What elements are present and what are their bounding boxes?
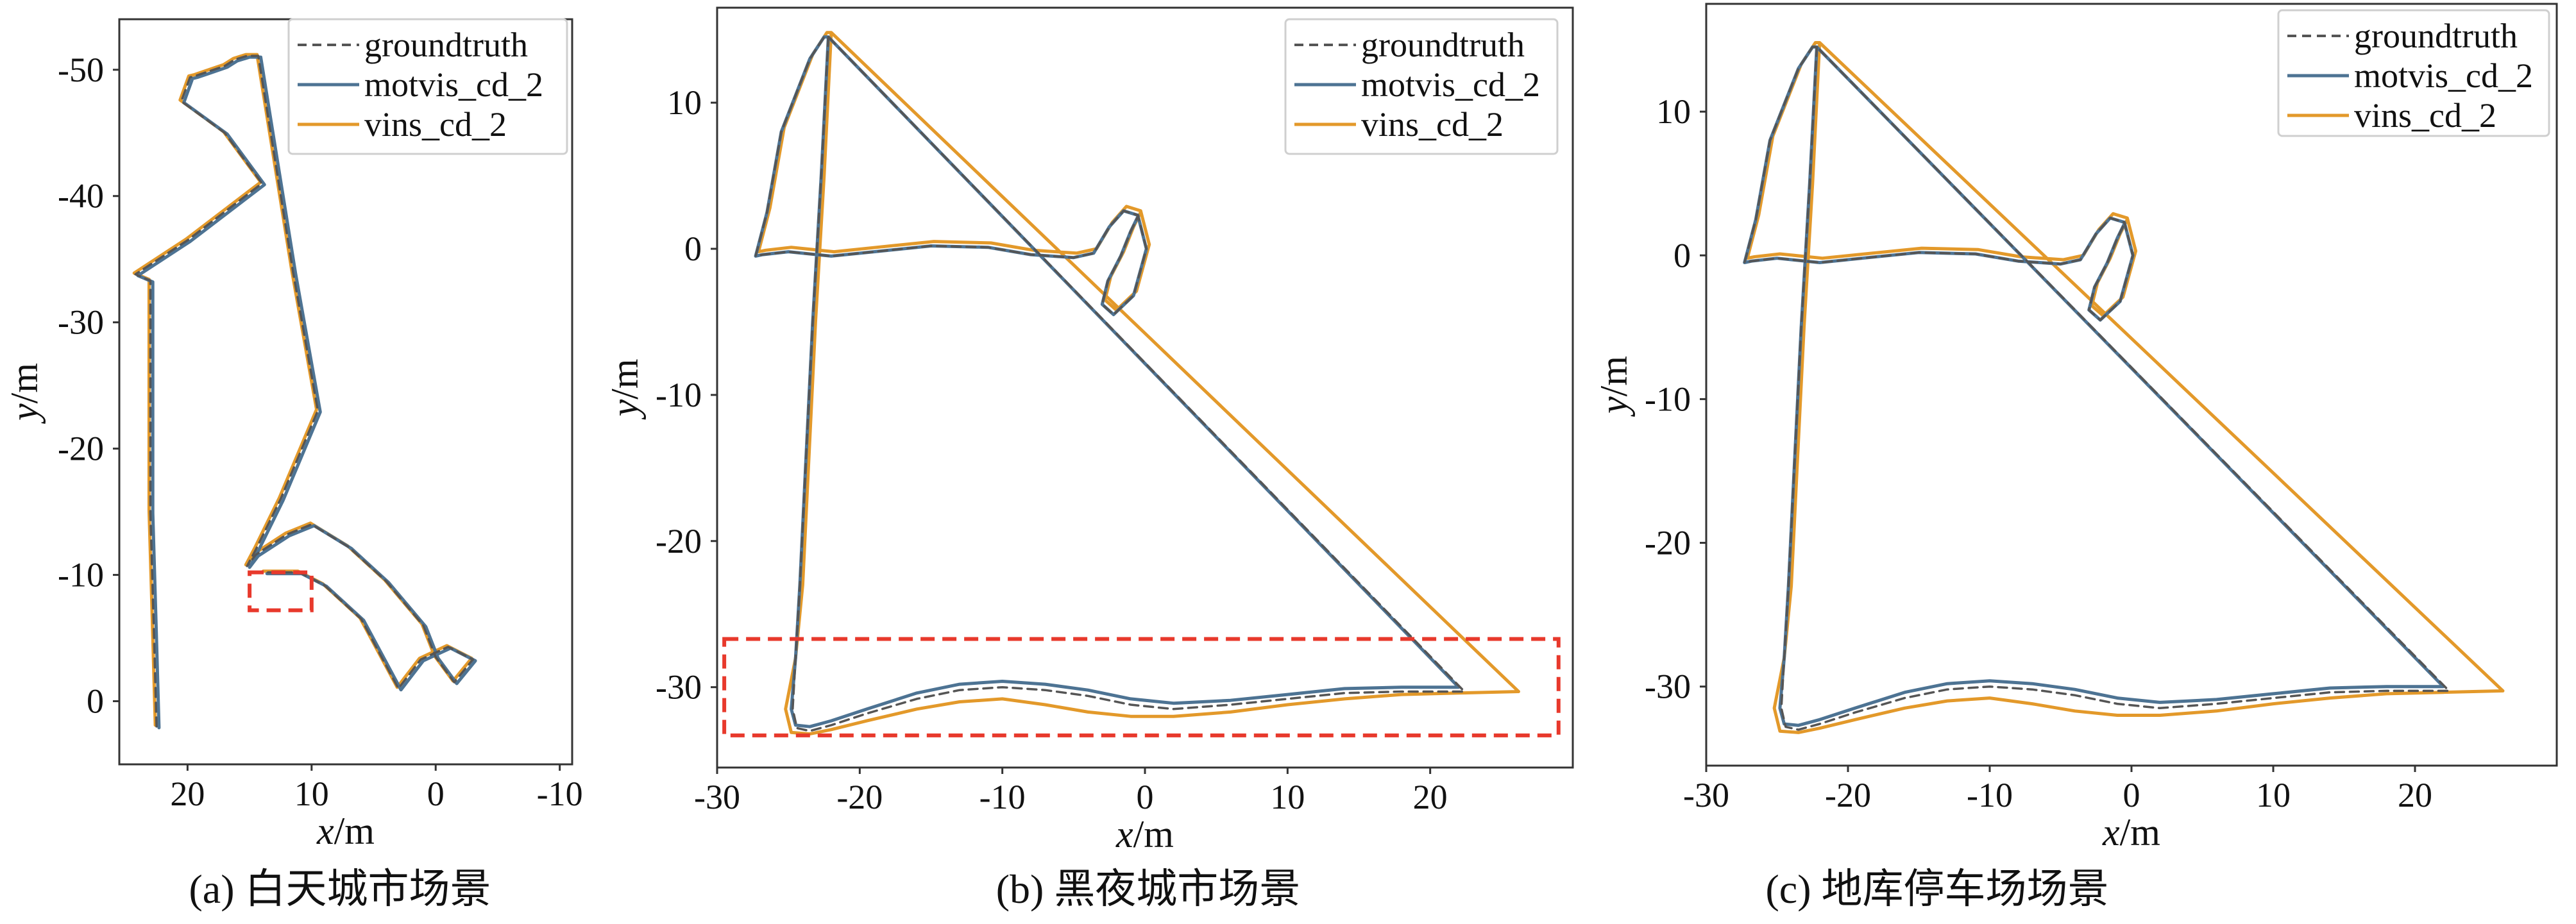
y-tick-label: -50 — [58, 51, 104, 89]
y-tick-label: -30 — [58, 303, 104, 342]
series-vins_cd_2-line — [1745, 41, 2505, 734]
legend-box — [1284, 18, 1559, 155]
legend-box — [287, 18, 568, 155]
y-tick-label: -30 — [1645, 668, 1691, 706]
x-tick-label: -10 — [1967, 776, 2013, 814]
chart-panel-1: -30 -20 -10 0 10 20 10 0 -10 -20 -30 x/m y/m groundtr… — [604, 6, 1574, 855]
series-motvis_cd_2-line — [1743, 45, 2445, 727]
highlight-box — [248, 570, 314, 612]
series-groundtruth-line — [134, 55, 475, 728]
y-tick-label: -40 — [58, 177, 104, 215]
y-tick-label: -10 — [1645, 380, 1691, 418]
y-tick-label: 0 — [684, 230, 702, 268]
y-tick-label: -20 — [656, 522, 702, 560]
y-tick-label: -10 — [656, 376, 702, 414]
legend-label-motvis_cd_2: motvis_cd_2 — [1361, 65, 1540, 104]
x-tick-label: 10 — [2256, 776, 2291, 814]
highlight-box — [722, 637, 1561, 737]
y-tick-label: -20 — [58, 430, 104, 468]
legend-label-vins_cd_2: vins_cd_2 — [2354, 96, 2496, 135]
y-axis-label: y/m — [1593, 356, 1635, 417]
x-tick-label: -30 — [1683, 776, 1729, 814]
x-tick-label: 10 — [294, 775, 329, 813]
legend-label-groundtruth: groundtruth — [364, 26, 528, 64]
series-vins_cd_2-line — [757, 31, 1520, 736]
x-tick-label: 0 — [2123, 776, 2140, 814]
y-tick-label: -30 — [656, 668, 702, 707]
caption-c: (c) 地库停车场场景 — [1765, 866, 2109, 912]
x-tick-label: 10 — [1270, 778, 1305, 816]
chart-panel-2: -30 -20 -10 0 10 20 10 0 -10 -20 -30 x/m y/m groundtr… — [1593, 3, 2558, 853]
x-tick-label: -20 — [836, 778, 883, 816]
y-axis-label: y/m — [604, 359, 646, 421]
y-axis-label: y/m — [3, 363, 46, 424]
legend-label-motvis_cd_2: motvis_cd_2 — [364, 65, 543, 104]
x-tick-label: 20 — [170, 775, 205, 813]
x-axis-label: x/m — [316, 810, 375, 852]
x-tick-label: -10 — [537, 775, 583, 813]
series-groundtruth-line — [754, 35, 1466, 732]
y-tick-label: 0 — [1674, 236, 1691, 274]
series-vins_cd_2-line — [132, 53, 473, 727]
legend-label-motvis_cd_2: motvis_cd_2 — [2354, 56, 2533, 95]
legend-label-vins_cd_2: vins_cd_2 — [1361, 105, 1504, 144]
x-tick-label: -10 — [979, 778, 1026, 816]
caption-a: (a) 白天城市场景 — [189, 866, 491, 912]
legend-label-groundtruth: groundtruth — [2354, 17, 2518, 55]
y-tick-label: 10 — [1656, 92, 1691, 131]
x-axis-label: x/m — [2102, 811, 2160, 853]
x-tick-label: 20 — [2398, 776, 2432, 814]
x-tick-label: -20 — [1825, 776, 1871, 814]
series-groundtruth-line — [1743, 46, 2450, 731]
x-tick-label: 0 — [427, 775, 445, 813]
chart-panel-0: 20 10 0 -10 -50 -40 -30 -20 -10 0 x/m y/m groundtrut… — [3, 18, 583, 852]
series-motvis_cd_2-line — [136, 55, 477, 730]
y-tick-label: 10 — [667, 83, 702, 122]
y-tick-label: 0 — [87, 682, 104, 721]
y-tick-label: -20 — [1645, 524, 1691, 562]
caption-b: (b) 黑夜城市场景 — [996, 866, 1301, 912]
y-tick-label: -10 — [58, 556, 104, 594]
x-tick-label: -30 — [694, 778, 740, 816]
x-axis-label: x/m — [1115, 813, 1174, 855]
x-tick-label: 0 — [1137, 778, 1154, 816]
x-tick-label: 20 — [1413, 778, 1448, 816]
legend-label-groundtruth: groundtruth — [1361, 26, 1525, 64]
legend-box — [2277, 9, 2550, 137]
legend-label-vins_cd_2: vins_cd_2 — [364, 105, 507, 144]
